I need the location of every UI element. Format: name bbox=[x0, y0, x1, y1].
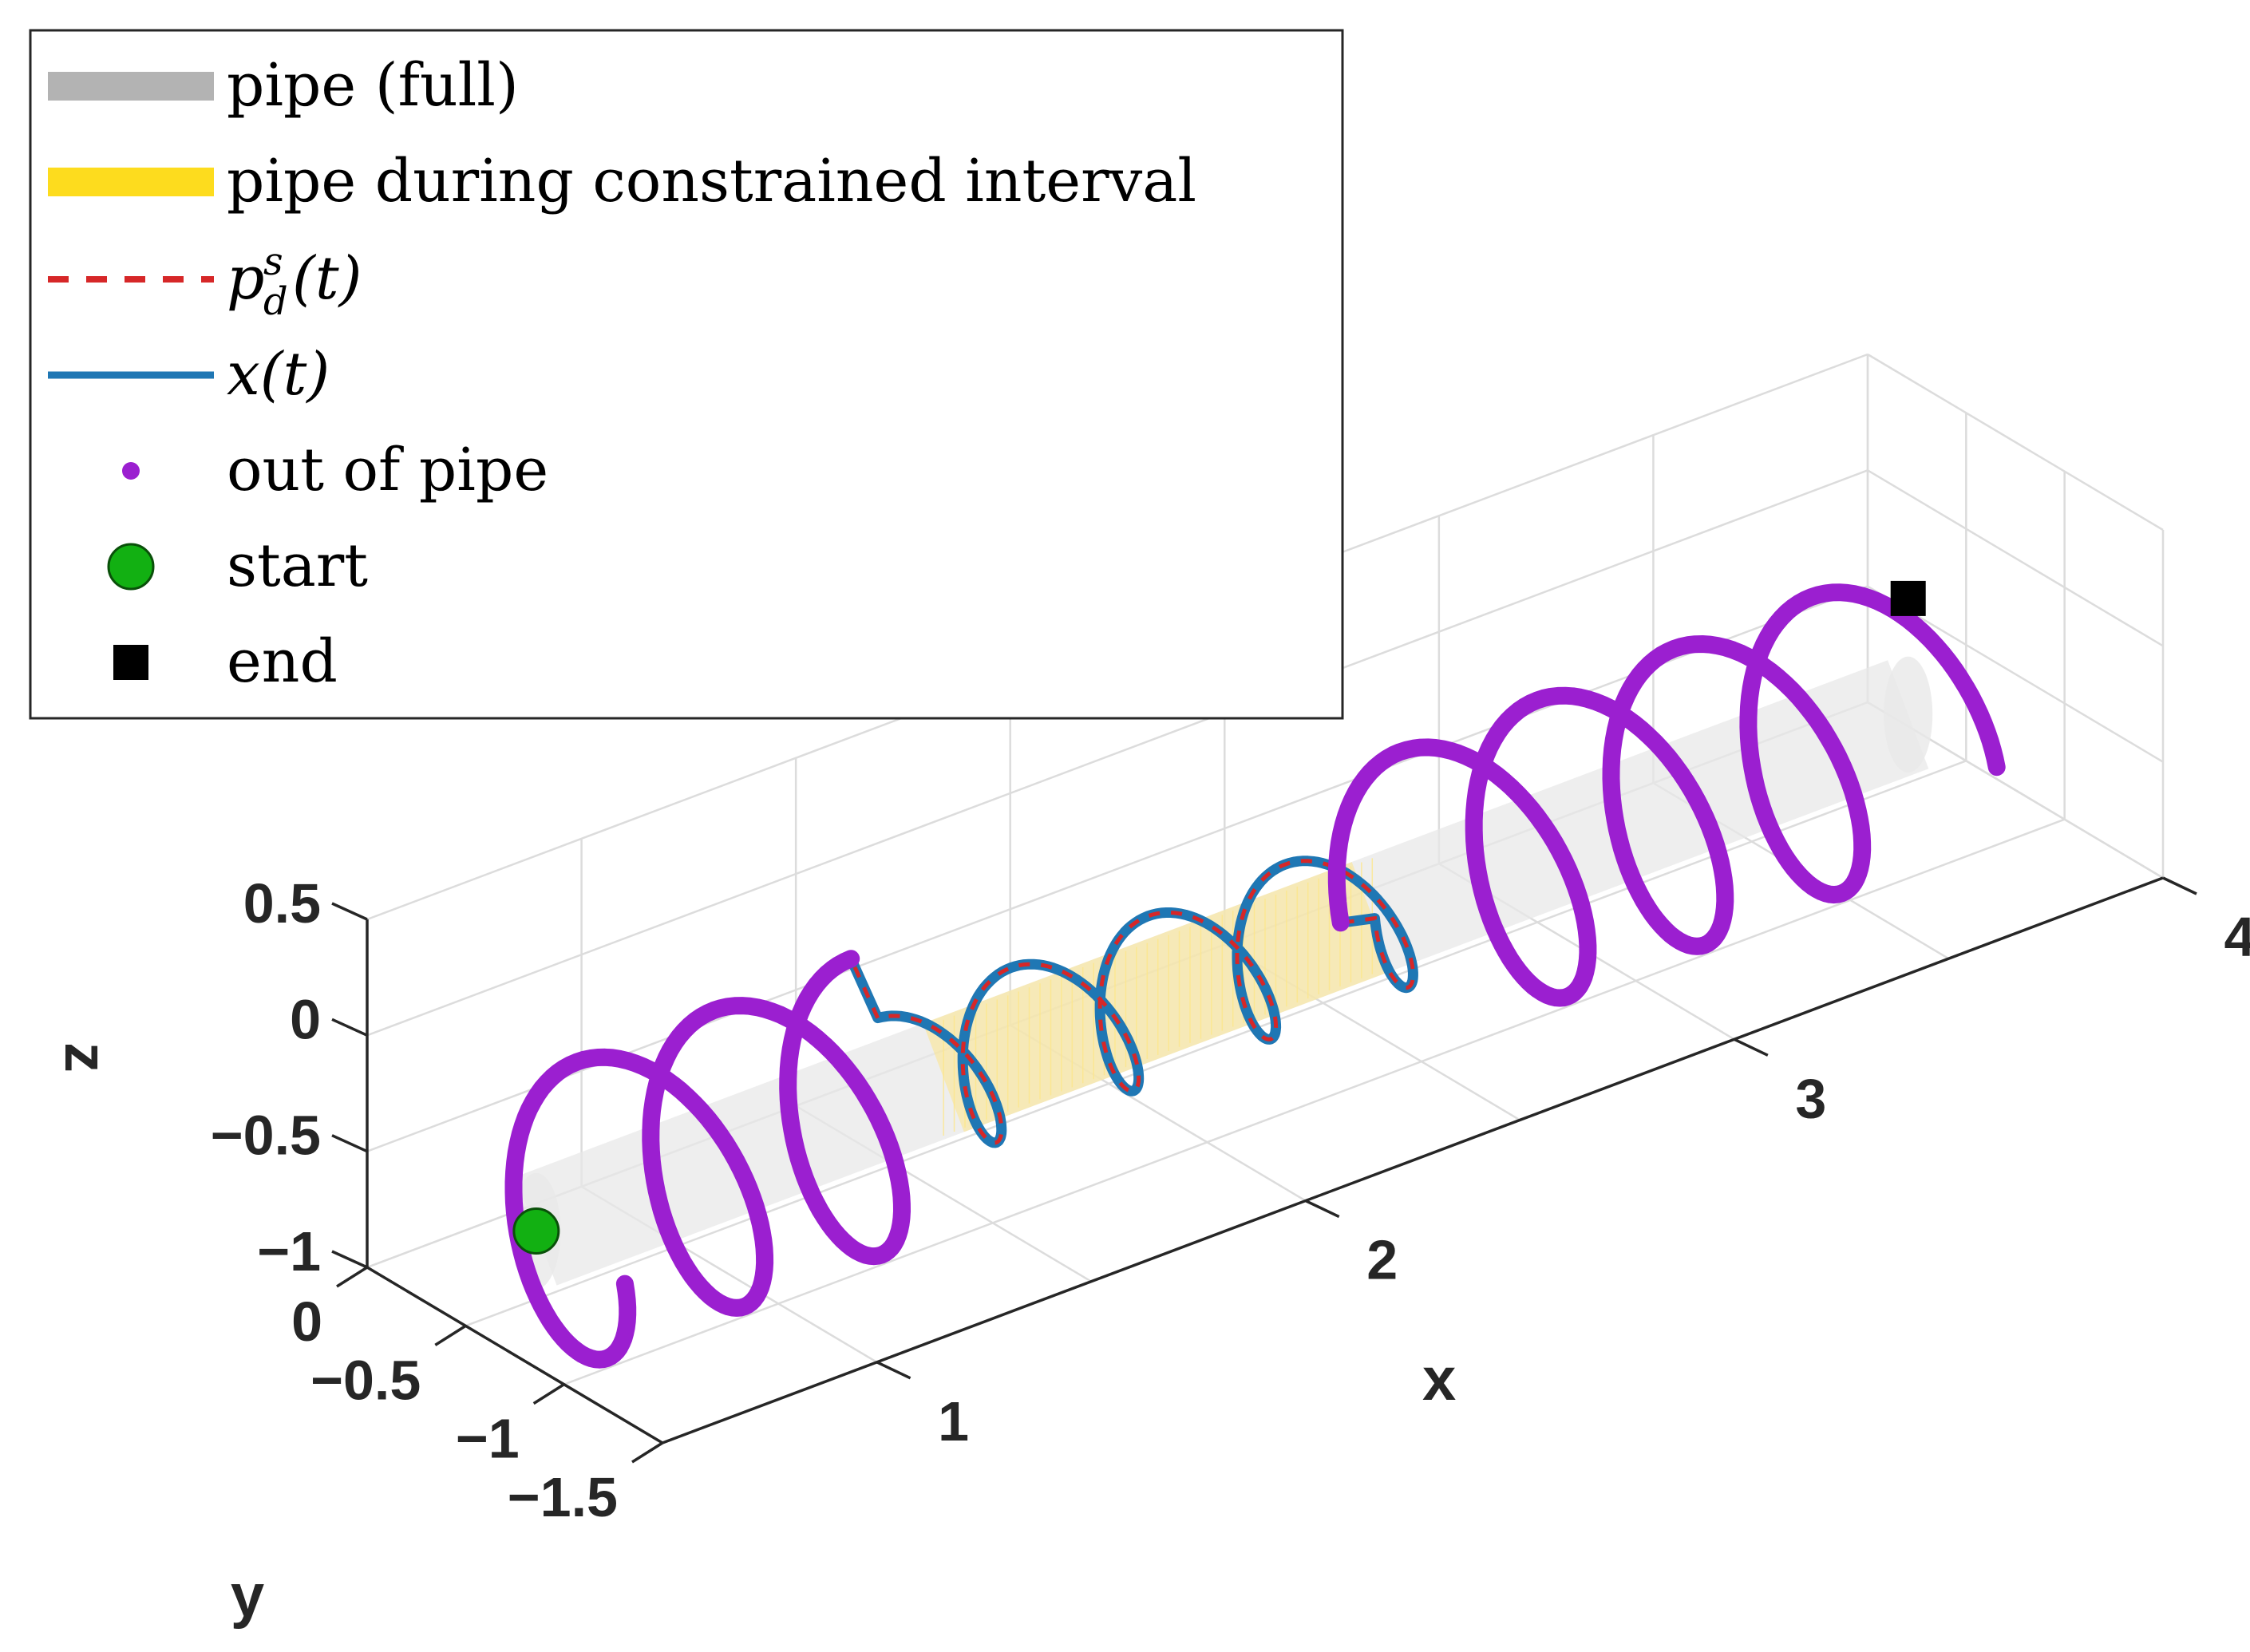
z-tick-label: 0.5 bbox=[243, 872, 321, 935]
legend-label-2: p bbox=[227, 244, 264, 313]
legend-label-1: pipe during constrained interval bbox=[227, 147, 1196, 215]
x-tick bbox=[2162, 876, 2197, 895]
x-tick bbox=[1304, 1199, 1340, 1219]
y-tick-label: −1 bbox=[456, 1408, 520, 1470]
z-tick-label: −1 bbox=[257, 1220, 321, 1282]
legend-label-6: end bbox=[227, 627, 338, 696]
x-tick bbox=[1734, 1037, 1769, 1057]
z-tick bbox=[331, 902, 368, 921]
x-tick bbox=[876, 1361, 911, 1380]
y-axis-line bbox=[366, 1266, 663, 1445]
out-of-pipe-dots bbox=[504, 950, 911, 1369]
grid-line bbox=[563, 818, 2066, 1385]
legend-swatch-5 bbox=[107, 543, 155, 591]
y-axis-label: y bbox=[231, 1562, 264, 1630]
x-tick-label: 3 bbox=[1795, 1067, 1826, 1129]
z-tick bbox=[331, 1134, 368, 1153]
x-axis-label: x bbox=[1422, 1346, 1456, 1413]
grid-line bbox=[1867, 353, 2164, 532]
z-axis-label: z bbox=[52, 1042, 120, 1073]
legend-box bbox=[29, 29, 1344, 720]
x-tick-label: 4 bbox=[2224, 906, 2250, 968]
pipe-cylinder bbox=[512, 656, 1933, 1290]
trajectory bbox=[504, 580, 2006, 1369]
z-tick-label: 0 bbox=[290, 988, 321, 1050]
legend-label-5: start bbox=[227, 532, 368, 600]
pipe-end-cap bbox=[1884, 656, 1933, 773]
legend-label-3: x(t) bbox=[227, 340, 330, 409]
x-axis-line bbox=[662, 876, 2164, 1445]
y-tick-label: −1.5 bbox=[508, 1466, 618, 1528]
z-tick-label: −0.5 bbox=[211, 1105, 321, 1167]
start-marker bbox=[512, 1207, 560, 1255]
legend-label-rest-2: (t) bbox=[292, 244, 362, 313]
y-tick bbox=[631, 1441, 663, 1464]
legend-label-0: pipe (full) bbox=[227, 51, 519, 120]
out-of-pipe-dots bbox=[1327, 583, 2006, 1007]
y-tick bbox=[336, 1266, 368, 1288]
legend-label-4: out of pipe bbox=[227, 436, 548, 504]
grid-line bbox=[1867, 469, 2164, 647]
legend-label-sup-2: s bbox=[263, 239, 283, 284]
z-tick bbox=[331, 1250, 368, 1269]
legend: pipe (full) pipe during constrained inter… bbox=[29, 29, 1344, 720]
legend-swatch-4 bbox=[122, 462, 140, 480]
y-tick-label: 0 bbox=[291, 1290, 322, 1353]
x-tick-label: 2 bbox=[1366, 1229, 1398, 1291]
z-tick bbox=[331, 1018, 368, 1037]
legend-swatch-6 bbox=[113, 645, 148, 680]
y-tick-label: −0.5 bbox=[310, 1349, 421, 1411]
legend-label-sub-2: d bbox=[263, 279, 288, 324]
grid-line bbox=[366, 469, 1868, 1037]
x-tick-label: 1 bbox=[938, 1390, 969, 1452]
y-tick bbox=[532, 1383, 565, 1405]
end-marker bbox=[1890, 580, 1926, 616]
y-tick bbox=[434, 1324, 467, 1346]
